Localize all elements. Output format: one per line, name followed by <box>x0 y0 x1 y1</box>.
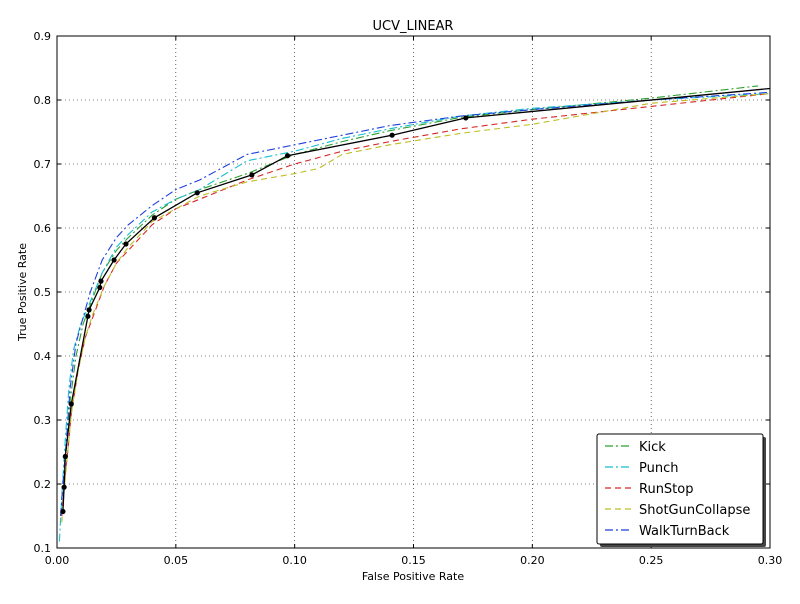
grid-lines <box>57 36 770 548</box>
data-point-marker <box>60 508 66 515</box>
legend-label: ShotGunCollapse <box>639 503 750 518</box>
data-point-marker <box>61 484 67 490</box>
legend-box <box>596 433 764 545</box>
data-point-marker <box>284 153 291 159</box>
x-tick-label: 0.25 <box>639 554 664 567</box>
x-tick-label: 0.10 <box>282 554 307 567</box>
data-point-marker <box>194 190 200 196</box>
data-point-marker <box>249 172 255 178</box>
data-point-marker <box>389 132 395 138</box>
y-tick-label: 0.8 <box>34 94 52 107</box>
y-tick-label: 0.5 <box>34 286 52 299</box>
legend-label: WalkTurnBack <box>639 524 730 539</box>
data-point-marker <box>68 401 74 407</box>
data-point-marker <box>151 215 158 221</box>
x-axis-label: False Positive Rate <box>362 570 464 583</box>
data-point-marker <box>62 453 68 460</box>
chart-title: UCV_LINEAR <box>373 19 454 34</box>
x-tick-label: 0.20 <box>520 554 545 567</box>
legend-label: Kick <box>639 440 666 455</box>
y-tick-label: 0.4 <box>34 350 52 363</box>
data-point-marker <box>463 115 469 121</box>
legend-label: Punch <box>639 461 678 476</box>
x-tick-label: 0.15 <box>401 554 426 567</box>
x-tick-label: 0.30 <box>758 554 783 567</box>
x-tick-label: 0.00 <box>45 554 70 567</box>
y-tick-label: 0.1 <box>34 542 52 555</box>
axes: 0.00 0.05 0.10 0.15 0.20 0.25 0.30 0.1 0.2 0.3 0.4… <box>34 30 783 567</box>
series-line-runstop <box>61 93 771 517</box>
y-tick-label: 0.6 <box>34 222 52 235</box>
y-tick-label: 0.7 <box>34 158 52 171</box>
y-axis-label: True Positive Rate <box>16 243 29 342</box>
series-line-punch <box>58 93 771 542</box>
y-tick-label: 0.2 <box>34 478 52 491</box>
y-tick-label: 0.9 <box>34 30 52 43</box>
data-point-marker <box>86 307 92 313</box>
x-tick-label: 0.05 <box>164 554 189 567</box>
data-point-marker <box>98 278 104 284</box>
legend-label: RunStop <box>639 482 693 497</box>
data-point-marker <box>97 284 103 291</box>
y-tick-label: 0.3 <box>34 414 52 427</box>
series-line-kick <box>60 85 759 517</box>
legend: Kick Punch RunStop ShotGunCollapse WalkTurnB… <box>596 433 766 547</box>
series-lines <box>58 85 771 542</box>
data-point-marker <box>123 241 129 247</box>
data-point-marker <box>85 313 91 319</box>
data-point-marker <box>111 257 117 263</box>
series-line-shotguncollapse <box>61 93 771 523</box>
